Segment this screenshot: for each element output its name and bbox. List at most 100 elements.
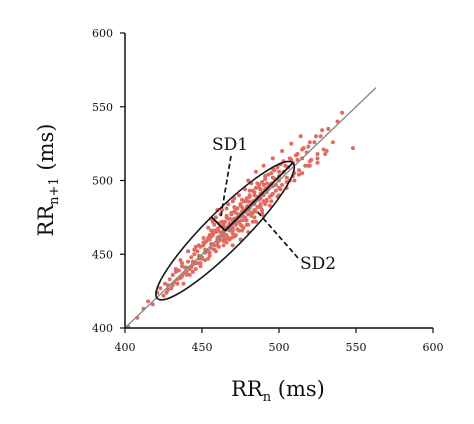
data-point [270,156,275,161]
data-point [238,203,243,208]
x-tick-label: 600 [423,341,444,354]
data-point [297,172,301,177]
data-point [283,163,288,168]
data-point [277,169,281,174]
data-point [158,286,163,291]
annotations: SD1 SD2 [210,135,336,274]
data-point [232,234,237,239]
data-point [193,267,198,271]
y-axis-title: RRn+1 (ms) [34,124,62,237]
data-point [220,219,224,224]
data-point [253,169,258,174]
data-point [275,165,280,170]
data-point [267,203,272,208]
data-point [173,267,178,271]
data-point [312,140,317,145]
data-point [192,252,197,257]
data-point [266,172,271,177]
data-point [233,210,238,215]
data-point [180,274,184,279]
data-point [244,218,249,223]
data-point [209,234,214,239]
sd2-leader [255,209,299,259]
data-point [221,243,226,248]
data-point [207,253,212,258]
data-point [301,146,306,151]
data-point [229,210,234,215]
x-tick-label: 450 [192,341,213,354]
data-point [207,250,212,255]
data-point [198,264,203,269]
data-point [187,272,192,277]
data-point [230,199,235,204]
data-point [350,146,355,151]
data-point [247,194,252,199]
data-point [249,213,254,218]
data-point [192,247,197,252]
data-point [244,196,249,201]
data-point [220,208,224,212]
data-point [169,286,174,291]
data-point [258,205,263,210]
data-point [280,149,285,153]
data-point [161,293,166,298]
data-point [170,272,175,277]
data-point [146,299,151,304]
y-tick-label: 550 [92,101,113,114]
y-tick-label: 600 [92,27,113,40]
data-point [255,205,260,210]
data-point [321,147,326,152]
data-point [246,222,251,227]
data-point [326,126,331,131]
data-point [297,168,301,173]
data-point [240,224,244,229]
data-point [216,244,221,249]
data-point [258,202,263,207]
data-point [233,206,238,211]
data-point [178,258,183,263]
data-point [224,215,229,220]
data-point [253,219,258,224]
data-point [255,181,260,186]
data-point [173,269,178,274]
data-point [184,272,189,277]
data-point [253,209,258,214]
data-point [201,243,206,248]
data-point [200,256,204,261]
data-point [263,202,268,207]
data-point [273,188,278,193]
data-point [210,231,215,236]
sd1-label: SD1 [212,135,248,155]
data-point [314,134,318,139]
data-point [278,187,283,192]
data-point [307,159,312,164]
data-point [212,228,217,233]
data-point [230,243,235,248]
data-point [223,219,228,224]
data-point [212,243,217,248]
data-point [252,215,257,220]
data-point [240,197,244,202]
data-point [218,230,223,235]
x-tick-label: 500 [269,341,290,354]
data-point [195,249,200,254]
x-tick-label: 400 [115,341,136,354]
data-point [201,240,206,245]
data-point [195,261,200,266]
data-point [237,193,241,198]
data-point [246,212,251,217]
data-point [230,228,235,233]
sd2-label: SD2 [300,254,336,274]
data-point [233,222,238,227]
data-point [186,249,191,254]
data-point [295,152,300,156]
y-tick-label: 500 [92,175,113,188]
data-point [292,178,297,183]
data-point [324,149,329,153]
data-point [261,182,266,187]
data-point [315,152,320,156]
data-point [237,219,241,224]
data-point [252,193,257,198]
data-point [269,193,274,198]
